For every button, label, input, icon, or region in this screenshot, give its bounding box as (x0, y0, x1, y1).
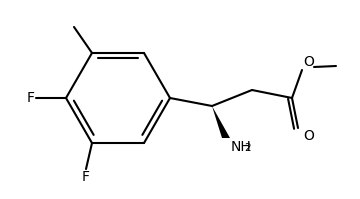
Text: NH: NH (231, 140, 252, 154)
Text: 2: 2 (244, 143, 251, 153)
Text: O: O (303, 129, 314, 143)
Text: F: F (82, 170, 90, 184)
Polygon shape (212, 106, 230, 138)
Text: F: F (27, 91, 35, 105)
Text: O: O (303, 55, 314, 69)
